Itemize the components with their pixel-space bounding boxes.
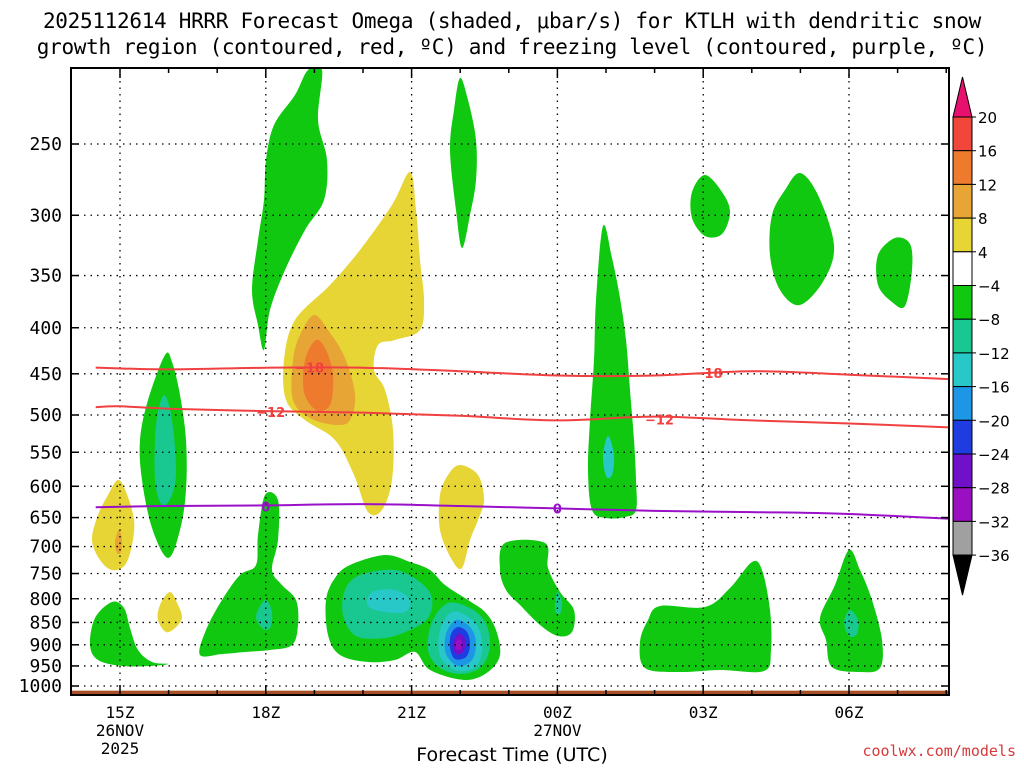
contour-label: −18	[694, 367, 723, 382]
colorbar-bin	[952, 183, 973, 219]
colorbar-label: −12	[978, 345, 1010, 363]
omega-shaded-field	[89, 68, 913, 681]
y-tick-label: 550	[29, 442, 62, 463]
x-tick-label: 06Z	[835, 703, 864, 722]
colorbar-bottom-arrow	[952, 554, 973, 596]
omega-region	[367, 589, 411, 614]
x-tick-date: 26NOV	[96, 721, 145, 740]
x-tick-year: 2025	[101, 739, 140, 758]
x-tick-label: 15Z	[106, 703, 135, 722]
contour-label: −12	[256, 406, 285, 421]
contour-label: −18	[295, 362, 324, 377]
colorbar: 20 16 12 8 4 −4 −8 −12 −16 −20 −24 −28 −32 −36	[952, 76, 1010, 596]
contour-line	[95, 503, 949, 520]
colorbar-bin	[952, 520, 973, 556]
omega-region	[639, 560, 772, 673]
omega-region	[154, 394, 176, 506]
chart-title-line-2: growth region (contoured, red, ºC) and f…	[36, 35, 988, 59]
omega-region	[449, 77, 477, 249]
chart-title: 2025112614 HRRR Forecast Omega (shaded, …	[0, 8, 1024, 60]
y-tick-label: 750	[29, 564, 62, 585]
y-tick-label: 600	[29, 476, 62, 497]
omega-region	[302, 339, 334, 411]
colorbar-label: 4	[978, 244, 988, 262]
x-tick-label: 21Z	[397, 703, 426, 722]
chart-title-line-1: 2025112614 HRRR Forecast Omega (shaded, …	[42, 9, 982, 33]
omega-region	[554, 591, 563, 615]
omega-region	[587, 224, 637, 519]
colorbar-label: −16	[978, 379, 1010, 397]
x-tick-label: 03Z	[689, 703, 718, 722]
colorbar-label: 8	[978, 210, 988, 228]
y-tick-label: 350	[29, 266, 62, 287]
plot-frame	[70, 67, 950, 696]
y-tick-label: 700	[29, 537, 62, 558]
y-tick-label: 800	[29, 589, 62, 610]
y-tick-label: 500	[29, 405, 62, 426]
omega-region	[114, 529, 123, 555]
colorbar-bin	[952, 217, 973, 253]
y-tick-label: 650	[29, 508, 62, 529]
colorbar-label: −4	[978, 278, 1000, 296]
y-tick-label: 850	[29, 612, 62, 633]
omega-region	[843, 609, 859, 637]
colorbar-label: −8	[978, 311, 1000, 329]
omega-region	[876, 237, 913, 309]
temperature-contours: −18 −18 −12 −12 0 0	[95, 362, 949, 520]
y-axis: 2503003504004505005506006507007508008509…	[19, 134, 949, 697]
colorbar-label: 12	[978, 176, 997, 194]
y-tick-label: 900	[29, 635, 62, 656]
y-tick-label: 950	[29, 656, 62, 677]
contour-label: −12	[645, 414, 674, 429]
y-tick-label: 400	[29, 318, 62, 339]
colorbar-bin	[952, 487, 973, 522]
colorbar-bin	[952, 386, 973, 421]
colorbar-label: −20	[978, 412, 1010, 430]
omega-region	[455, 638, 463, 650]
colorbar-bin	[952, 116, 973, 152]
contour-label: 0	[261, 501, 270, 516]
x-tick-label: 18Z	[251, 703, 280, 722]
colorbar-label: −36	[978, 547, 1010, 565]
x-tick-label: 00Z	[543, 703, 572, 722]
contour-line	[95, 366, 949, 381]
colorbar-label: 20	[978, 109, 997, 127]
ground-surface	[71, 690, 949, 695]
colorbar-bin	[952, 419, 973, 455]
omega-region	[199, 492, 299, 657]
colorbar-bin	[952, 453, 973, 489]
grid-lines	[71, 68, 949, 695]
x-axis-title: Forecast Time (UTC)	[416, 744, 608, 766]
y-tick-label: 250	[29, 134, 62, 155]
y-tick-label: 1000	[19, 676, 62, 697]
y-tick-label: 300	[29, 205, 62, 226]
colorbar-bin	[952, 251, 973, 287]
colorbar-bin	[952, 352, 973, 388]
colorbar-label: −28	[978, 480, 1010, 498]
colorbar-top-arrow	[952, 76, 973, 118]
omega-region	[690, 175, 730, 238]
colorbar-bin	[952, 285, 973, 320]
y-tick-label: 450	[29, 364, 62, 385]
colorbar-label: −32	[978, 513, 1010, 531]
watermark-text: coolwx.com/models	[862, 742, 1016, 760]
omega-region	[769, 172, 835, 306]
omega-region	[283, 171, 425, 516]
colorbar-label: 16	[978, 143, 997, 161]
omega-region	[252, 68, 328, 351]
colorbar-bin	[952, 318, 973, 354]
contour-line	[95, 405, 949, 429]
colorbar-bin	[952, 150, 973, 185]
omega-region	[91, 479, 135, 571]
omega-region	[89, 601, 169, 667]
x-tick-date: 27NOV	[533, 721, 582, 740]
plot-background	[71, 68, 949, 695]
omega-region	[602, 435, 615, 479]
colorbar-label: −24	[978, 446, 1010, 464]
ground-layer	[71, 690, 949, 695]
contour-label: 0	[553, 502, 562, 517]
